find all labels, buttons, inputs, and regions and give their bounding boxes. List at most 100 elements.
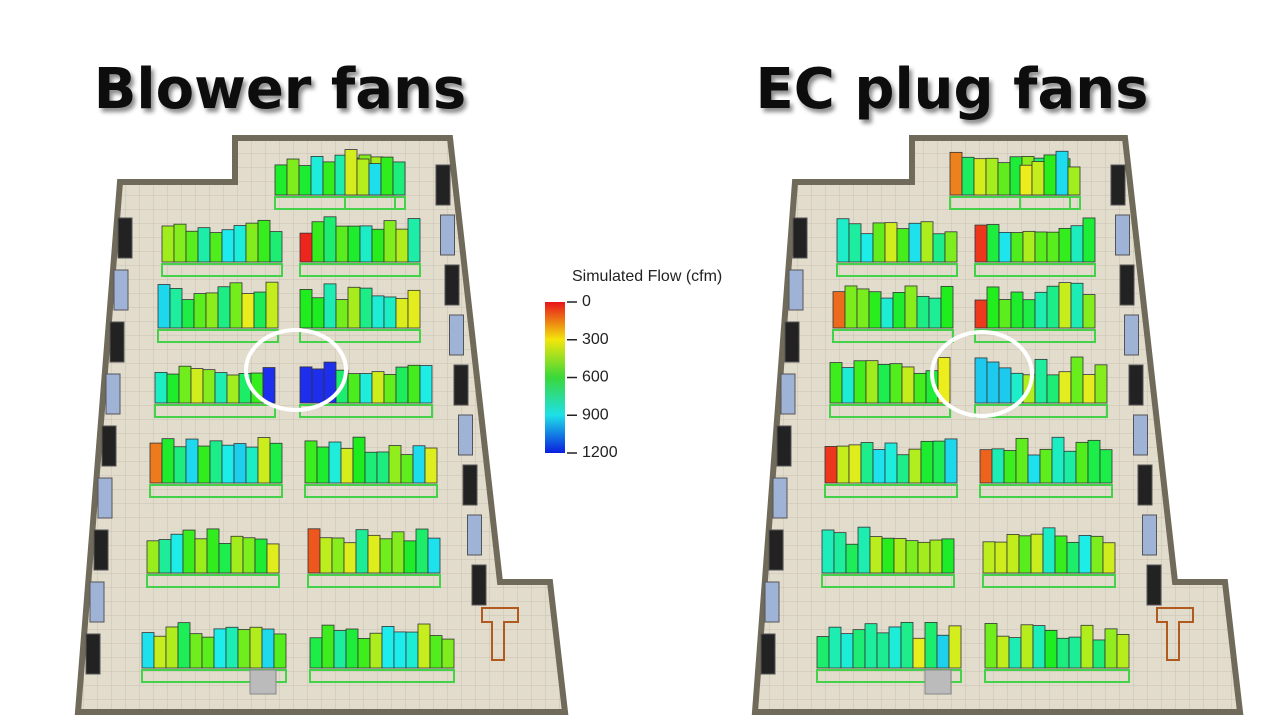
rack-bar <box>311 297 325 329</box>
rack-bar <box>357 638 371 669</box>
rack-bar <box>1058 371 1072 404</box>
rack-bar <box>266 543 280 574</box>
rack-bar <box>1094 364 1108 404</box>
rack-bar <box>892 292 906 329</box>
rack-bar <box>286 158 300 196</box>
rack-bar <box>857 526 871 574</box>
rack-bar <box>347 373 361 404</box>
rack-bar <box>974 299 988 329</box>
rack-bar <box>209 232 223 263</box>
rack-bar <box>848 444 862 484</box>
rack-bar <box>269 442 283 484</box>
rack-bar <box>265 281 279 329</box>
rack-rows <box>85 149 1194 695</box>
rack-bar <box>245 446 259 484</box>
rack-bar <box>185 230 199 263</box>
rack-bar <box>986 224 1000 263</box>
rack-bar <box>424 447 438 484</box>
rack-bar <box>1087 439 1101 484</box>
wall-unit <box>784 321 800 363</box>
rack-bar <box>1082 217 1096 263</box>
rack-outline <box>974 329 1096 343</box>
rack-bar <box>853 360 867 404</box>
rack-bar <box>944 231 958 263</box>
wall-unit <box>101 425 117 467</box>
rack-bar <box>343 542 357 574</box>
rack-bar <box>158 539 172 574</box>
rack-bar <box>359 287 373 329</box>
rack-bar <box>221 229 235 263</box>
rack-bar <box>920 221 934 263</box>
rack-bar <box>1066 541 1080 574</box>
rack-bar <box>217 286 231 329</box>
rack-bar <box>165 626 179 669</box>
rack-bar <box>872 449 886 484</box>
colorbar-title: Simulated Flow (cfm) <box>572 268 722 285</box>
rack-outline <box>982 574 1116 588</box>
rack-outline <box>344 196 406 210</box>
wall-unit <box>780 373 796 415</box>
rack-bar <box>1008 637 1022 669</box>
panel-title: Blower fans <box>94 57 467 122</box>
rack-bar <box>961 156 975 196</box>
rack-bar <box>273 633 287 669</box>
wall-unit <box>89 581 105 623</box>
rack-bar <box>856 288 870 329</box>
rack-bar <box>1092 639 1106 669</box>
rack-bar <box>257 219 271 263</box>
rack-bar <box>319 537 333 574</box>
rack-bar <box>836 445 850 484</box>
rack-bar <box>383 220 397 263</box>
rack-bar <box>173 446 187 484</box>
rack-bar <box>1075 441 1089 484</box>
rack-bar <box>844 285 858 329</box>
rack-bar <box>237 629 251 669</box>
rack-bar <box>383 374 397 404</box>
rack-bar <box>359 225 373 263</box>
rack-bar <box>832 291 846 329</box>
pdu-outline <box>1156 607 1194 661</box>
rack-bar <box>249 626 263 669</box>
rack-bar <box>901 366 915 404</box>
wall-unit <box>449 314 464 356</box>
rack-bar <box>1042 527 1056 574</box>
rack-outline <box>821 574 955 588</box>
rack-bar <box>429 635 443 669</box>
rack-bar <box>299 366 313 404</box>
rack-bar <box>860 442 874 484</box>
rack-bar <box>929 539 943 574</box>
rack-bar <box>840 633 854 669</box>
rack-bar <box>1063 450 1077 484</box>
rack-bar <box>214 372 228 404</box>
rack-outline <box>824 484 958 498</box>
rack-bar <box>1090 535 1104 574</box>
rack-bar <box>395 366 409 404</box>
rack-bar <box>900 621 914 669</box>
rack-bar <box>299 232 313 263</box>
floor-grate <box>924 669 952 695</box>
rack-bar <box>1067 166 1081 196</box>
rack-bar <box>405 631 419 669</box>
rack-bar <box>157 284 171 329</box>
rack-bar <box>379 538 393 574</box>
rack-bar <box>1046 231 1060 263</box>
rack-bar <box>202 369 216 404</box>
rack-outline <box>984 669 1130 683</box>
wall-unit <box>764 581 780 623</box>
rack-bar <box>924 622 938 669</box>
rack-bar <box>257 437 271 484</box>
rack-bar <box>1068 636 1082 669</box>
rack-bar <box>848 223 862 263</box>
rack-bar <box>335 225 349 263</box>
rack-bar <box>1051 436 1065 484</box>
rack-bar <box>299 289 313 329</box>
wall-unit <box>453 364 469 406</box>
rack-bar <box>865 360 879 404</box>
wall-unit <box>760 633 776 675</box>
wall-unit <box>1115 214 1130 256</box>
rack-bar <box>1010 232 1024 263</box>
rack-bar <box>821 529 835 574</box>
wall-unit <box>435 164 451 206</box>
rack-bar <box>367 534 381 574</box>
